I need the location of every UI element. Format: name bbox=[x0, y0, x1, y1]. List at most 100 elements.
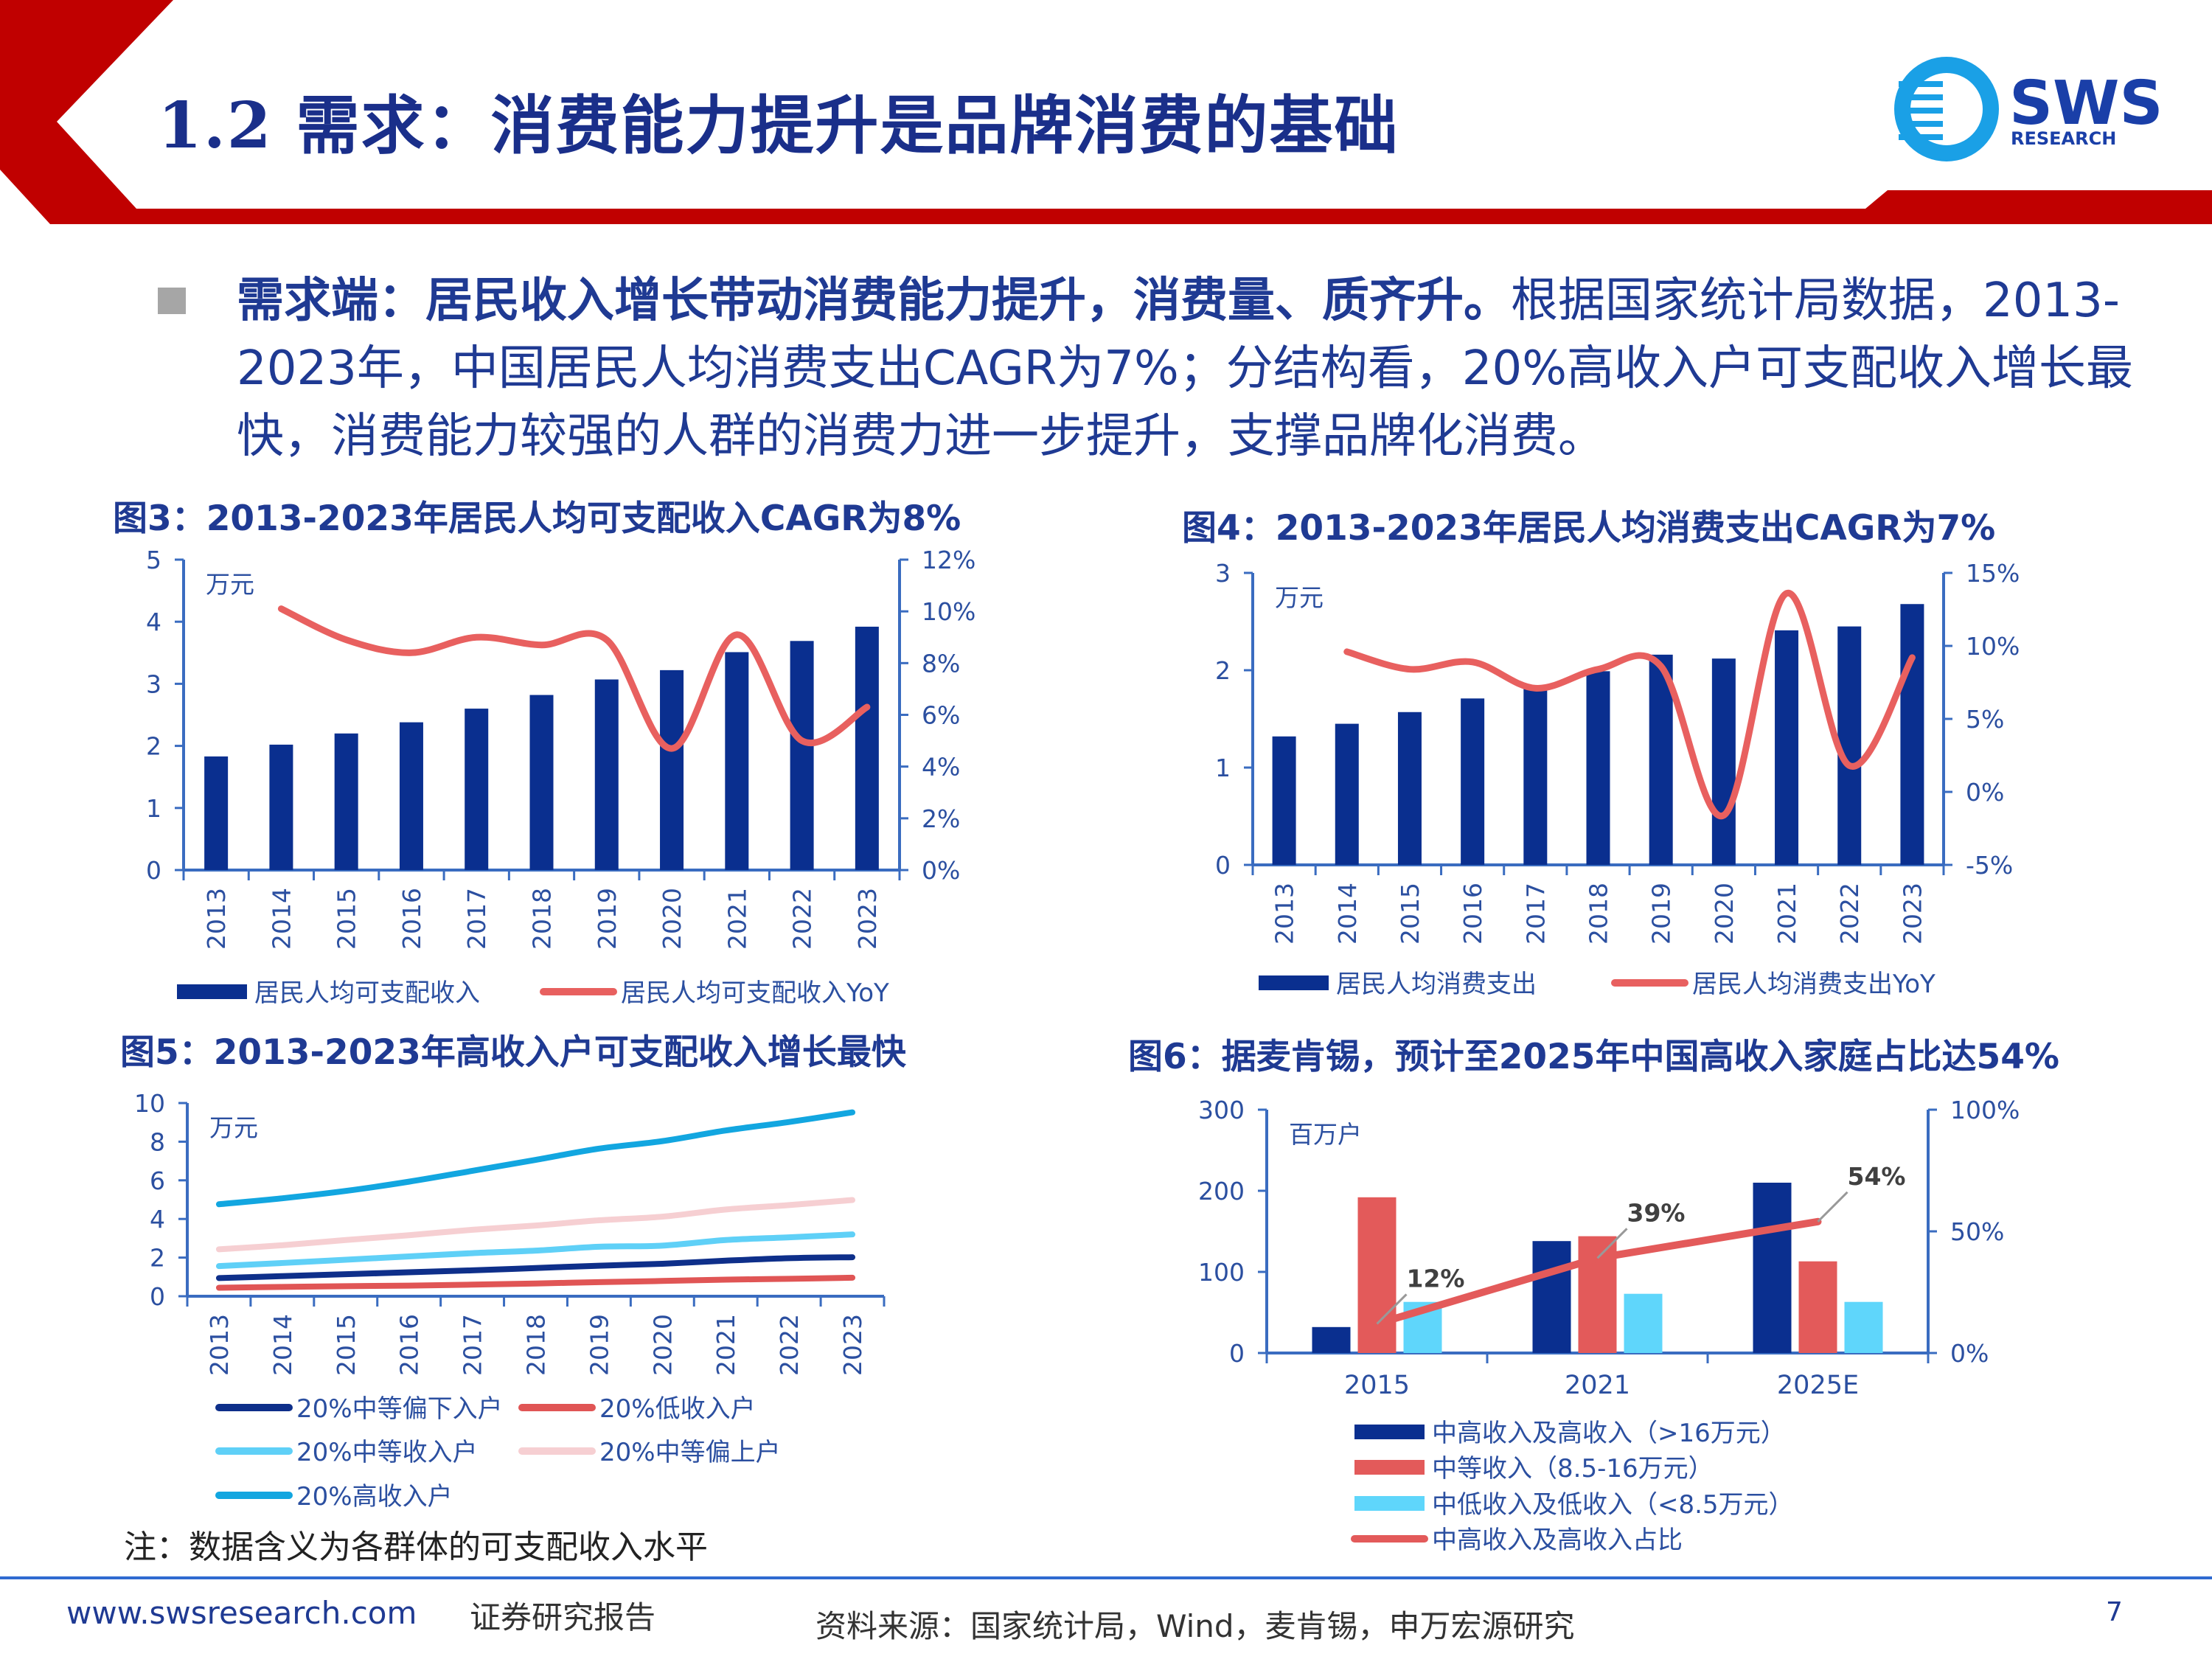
fig3-y2-tick-label: 10% bbox=[922, 597, 975, 626]
fig5-x-tick-label: 2018 bbox=[522, 1314, 551, 1376]
page-number: 7 bbox=[2106, 1597, 2123, 1627]
fig4-legend-line: 居民人均消费支出YoY bbox=[1611, 970, 1935, 999]
fig6-x-tick-label: 2021 bbox=[1565, 1371, 1630, 1400]
body-paragraph: 需求端：居民收入增长带动消费能力提升，消费量、质齐升。根据国家统计局数据，201… bbox=[237, 267, 2168, 470]
fig3-bar bbox=[399, 722, 423, 870]
body-bold-lead: 需求端：居民收入增长带动消费能力提升，消费量、质齐升。 bbox=[237, 274, 1511, 328]
fig3-bar bbox=[725, 652, 749, 870]
fig6-bar bbox=[1312, 1326, 1351, 1353]
fig4-bar bbox=[1523, 686, 1548, 865]
fig6-y-tick-label: 300 bbox=[1198, 1096, 1245, 1124]
fig3-bar bbox=[465, 709, 489, 870]
fig5-series-line bbox=[215, 1197, 856, 1253]
fig4-bar bbox=[1586, 671, 1610, 865]
fig5-x-tick-label: 2022 bbox=[775, 1314, 804, 1376]
fig4-bar bbox=[1649, 654, 1673, 865]
fig4-legend-line-label: 居民人均消费支出YoY bbox=[1692, 970, 1935, 999]
fig3-x-tick-label: 2019 bbox=[593, 888, 622, 950]
fig3-bar bbox=[790, 641, 814, 870]
fig4-x-tick-label: 2016 bbox=[1458, 883, 1487, 945]
fig5-legend-item: 20%中等收入户 bbox=[215, 1438, 478, 1467]
fig3-axes: 0 1 2 3 4 5 0% 2% 4% 6% 8% 10% 12% 万元 bbox=[146, 546, 975, 885]
fig4-yoy-line bbox=[1343, 590, 1916, 820]
svg-text:SWS: SWS bbox=[2009, 69, 2163, 139]
fig5-x-tick-label: 2013 bbox=[205, 1314, 234, 1376]
fig4-y-tick-label: 3 bbox=[1215, 559, 1231, 588]
fig4-x-tick-label: 2017 bbox=[1521, 883, 1550, 945]
fig4-x-tick-label: 2023 bbox=[1898, 883, 1927, 945]
fig3-y-tick-label: 3 bbox=[146, 669, 161, 698]
footer-website-link[interactable]: www.swsresearch.com bbox=[66, 1595, 417, 1631]
fig4-legend-bar: 居民人均消费支出 bbox=[1259, 970, 1537, 999]
sws-logo: SWS RESEARCH bbox=[1894, 57, 2163, 161]
fig3-bar bbox=[594, 679, 619, 870]
fig3-legend-bar: 居民人均可支配收入 bbox=[177, 978, 480, 1008]
fig3-y2-tick-label: 2% bbox=[922, 804, 960, 833]
fig6-data-label: 39% bbox=[1627, 1198, 1686, 1227]
fig4-x-tick-label: 2015 bbox=[1396, 883, 1425, 945]
fig3-bar bbox=[660, 669, 684, 870]
page-title: 1.2 需求：消费能力提升是品牌消费的基础 bbox=[158, 88, 1399, 163]
fig6-legend-item-label: 中高收入及高收入占比 bbox=[1432, 1526, 1683, 1555]
fig6-bar bbox=[1357, 1197, 1397, 1353]
fig6-y-tick-label: 200 bbox=[1198, 1177, 1245, 1206]
fig3-x-tick-label: 2020 bbox=[658, 888, 686, 950]
fig3-yoy-line bbox=[277, 605, 871, 752]
fig3-unit-label: 万元 bbox=[206, 570, 254, 599]
fig3-y-tick-label: 2 bbox=[146, 732, 161, 761]
fig3-x-tick-label: 2018 bbox=[528, 888, 557, 950]
fig3-x-tick-label: 2023 bbox=[853, 888, 882, 950]
fig3-y2-tick-label: 12% bbox=[922, 546, 975, 574]
fig4-y2-tick-label: 0% bbox=[1966, 778, 2004, 807]
fig5-x-tick-label: 2017 bbox=[459, 1314, 487, 1376]
fig6-y2-tick-label: 100% bbox=[1950, 1096, 2020, 1124]
fig6-bar bbox=[1624, 1293, 1663, 1353]
fig3-y2-tick-label: 0% bbox=[922, 856, 960, 885]
fig4-y2-tick-label: -5% bbox=[1966, 851, 2013, 880]
fig3-plot: 2013 2014 2015 2016 2017 2018 2019 2020 2021 2022… bbox=[182, 605, 901, 950]
fig5-legend-item-label: 20%中等收入户 bbox=[296, 1438, 478, 1467]
fig6-legend-item-swatch bbox=[1354, 1496, 1425, 1511]
fig4-legend-bar-label: 居民人均消费支出 bbox=[1336, 970, 1537, 999]
fig4-y-tick-label: 1 bbox=[1215, 754, 1231, 782]
fig4-x-tick-label: 2020 bbox=[1710, 883, 1739, 945]
fig3-bar bbox=[855, 626, 879, 870]
fig4-y-tick-label: 2 bbox=[1215, 656, 1231, 685]
fig4-bar bbox=[1335, 723, 1359, 865]
fig3-y2-tick-label: 8% bbox=[922, 649, 960, 678]
fig5-note: 注：数据含义为各群体的可支配收入水平 bbox=[124, 1528, 708, 1566]
fig4-x-tick-label: 2021 bbox=[1773, 883, 1801, 945]
fig6-leader-line bbox=[1376, 1293, 1408, 1325]
fig4-bar bbox=[1272, 736, 1296, 865]
fig6-bar bbox=[1753, 1183, 1792, 1353]
fig3-legend-bar-label: 居民人均可支配收入 bbox=[254, 978, 480, 1008]
fig4-y-tick-label: 0 bbox=[1215, 851, 1231, 880]
fig4-y2-tick-label: 5% bbox=[1966, 705, 2004, 734]
fig4-x-tick-label: 2014 bbox=[1333, 883, 1362, 945]
fig5-x-tick-label: 2016 bbox=[395, 1314, 424, 1376]
fig5-legend-item: 20%低收入户 bbox=[518, 1394, 756, 1424]
fig6-legend-item: 中等收入（8.5-16万元） bbox=[1354, 1454, 1714, 1484]
fig6-axes: 0 100 200 300 0% 50% 100% 百万户 bbox=[1198, 1096, 2020, 1368]
fig5-y-tick-label: 8 bbox=[150, 1127, 165, 1156]
fig6-bar bbox=[1532, 1241, 1571, 1353]
fig3-y-tick-label: 4 bbox=[146, 608, 161, 636]
fig6-y2-tick-label: 0% bbox=[1950, 1339, 1989, 1368]
fig5-y-tick-label: 4 bbox=[150, 1205, 165, 1234]
fig3-y-tick-label: 5 bbox=[146, 546, 161, 574]
fig4-y2-tick-label: 15% bbox=[1966, 559, 2020, 588]
fig5-series-line bbox=[215, 1254, 856, 1281]
fig3-y-tick-label: 1 bbox=[146, 794, 161, 823]
fig5-axes: 0 2 4 6 8 10 万元 bbox=[134, 1089, 884, 1311]
fig5-series-line bbox=[215, 1231, 856, 1270]
fig6-y-tick-label: 100 bbox=[1198, 1258, 1245, 1287]
fig5-x-tick-label: 2014 bbox=[268, 1314, 297, 1376]
fig6-legend-item: 中高收入及高收入占比 bbox=[1351, 1526, 1683, 1555]
fig4-plot: 2013 2014 2015 2016 2017 2018 2019 2020 2021 2022… bbox=[1251, 590, 1945, 945]
fig6-legend-item-label: 中低收入及低收入（<8.5万元） bbox=[1432, 1490, 1794, 1520]
fig5-series-line bbox=[215, 1274, 856, 1291]
fig3-x-tick-label: 2017 bbox=[462, 888, 491, 950]
fig6-y2-tick-label: 50% bbox=[1950, 1217, 2004, 1246]
fig5-legend-item: 20%高收入户 bbox=[215, 1482, 453, 1512]
